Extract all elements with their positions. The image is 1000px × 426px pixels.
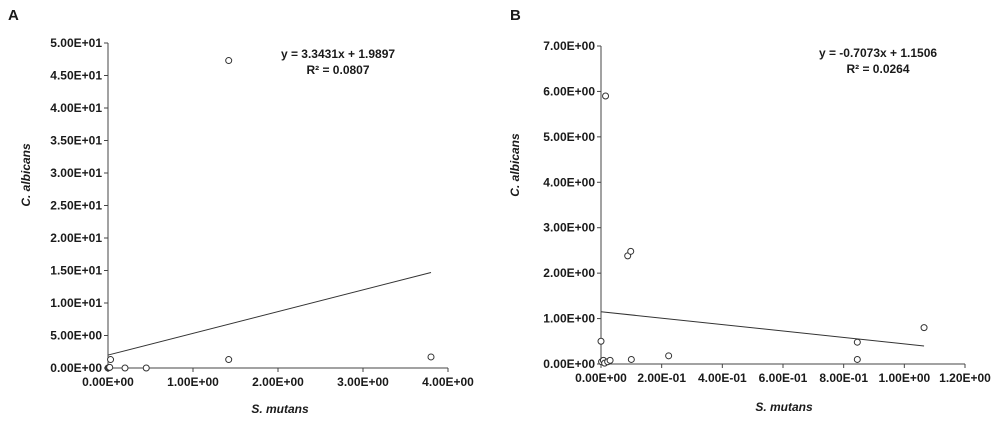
x-tick-label: 8.00E-01 xyxy=(819,371,868,385)
y-tick-label: 1.50E+01 xyxy=(50,264,102,278)
y-tick-label: 0.00E+00 xyxy=(50,361,102,375)
data-point xyxy=(920,324,928,332)
r-squared-label: R² = 0.0807 xyxy=(306,63,369,77)
x-tick-label: 1.00E+00 xyxy=(878,371,930,385)
r-squared-label: R² = 0.0264 xyxy=(846,62,909,76)
data-point xyxy=(597,337,605,345)
y-tick-label: 4.50E+01 xyxy=(50,69,102,83)
y-tick-label: 4.00E+01 xyxy=(50,101,102,115)
panel-label: A xyxy=(8,7,19,24)
y-tick-label: 1.00E+00 xyxy=(543,312,595,326)
y-tick-label: 6.00E+00 xyxy=(543,84,595,98)
x-tick-label: 0.00E+00 xyxy=(82,375,134,389)
y-tick-label: 1.00E+01 xyxy=(50,296,102,310)
data-point xyxy=(853,338,861,346)
x-tick-label: 2.00E-01 xyxy=(637,371,686,385)
y-tick-label: 2.00E+01 xyxy=(50,231,102,245)
y-axis-title: C. albicans xyxy=(19,143,33,207)
data-point xyxy=(106,363,114,371)
y-tick-label: 5.00E+00 xyxy=(50,329,102,343)
data-point xyxy=(427,353,435,361)
panel-label: B xyxy=(510,7,521,24)
data-point xyxy=(627,247,635,255)
y-tick-label: 5.00E+01 xyxy=(50,36,102,50)
x-tick-label: 2.00E+00 xyxy=(252,375,304,389)
data-point xyxy=(225,356,233,364)
data-point xyxy=(627,355,635,363)
x-tick-label: 0.00E+00 xyxy=(575,371,627,385)
y-tick-label: 3.00E+00 xyxy=(543,221,595,235)
y-tick-label: 0.00E+00 xyxy=(543,357,595,371)
x-tick-label: 1.20E+00 xyxy=(939,371,991,385)
y-tick-label: 2.00E+00 xyxy=(543,266,595,280)
y-tick-label: 7.00E+00 xyxy=(543,39,595,53)
y-tick-label: 3.50E+01 xyxy=(50,134,102,148)
data-point xyxy=(121,364,129,372)
y-tick-label: 2.50E+01 xyxy=(50,199,102,213)
x-tick-label: 6.00E-01 xyxy=(759,371,808,385)
x-tick-label: 4.00E-01 xyxy=(698,371,747,385)
data-point xyxy=(107,356,115,364)
data-point xyxy=(606,356,614,364)
x-tick-label: 3.00E+00 xyxy=(337,375,389,389)
data-point xyxy=(142,364,150,372)
chart-panel-a: A 0.00E+00 5.00E+00 1.00E+01 1.50E+01 2.00E+0… xyxy=(8,7,474,416)
data-point xyxy=(665,352,673,360)
chart-panel-b: B 0.00E+00 1.00E+00 2.00E+00 3.00E+00 4.00E+0… xyxy=(508,7,991,414)
data-point xyxy=(602,92,610,100)
y-axis-title: C. albicans xyxy=(508,133,522,197)
x-tick-label: 4.00E+00 xyxy=(422,375,474,389)
data-point xyxy=(225,57,233,65)
trendline-equation: y = 3.3431x + 1.9897 xyxy=(281,47,395,61)
x-axis-title: S. mutans xyxy=(251,402,309,416)
x-axis-title: S. mutans xyxy=(755,400,813,414)
y-tick-label: 3.00E+01 xyxy=(50,166,102,180)
trendline xyxy=(600,311,925,347)
y-tick-label: 4.00E+00 xyxy=(543,175,595,189)
x-tick-label: 1.00E+00 xyxy=(167,375,219,389)
trendline-equation: y = -0.7073x + 1.1506 xyxy=(819,46,937,60)
trendline xyxy=(107,272,432,356)
data-point xyxy=(853,355,861,363)
y-tick-label: 5.00E+00 xyxy=(543,130,595,144)
